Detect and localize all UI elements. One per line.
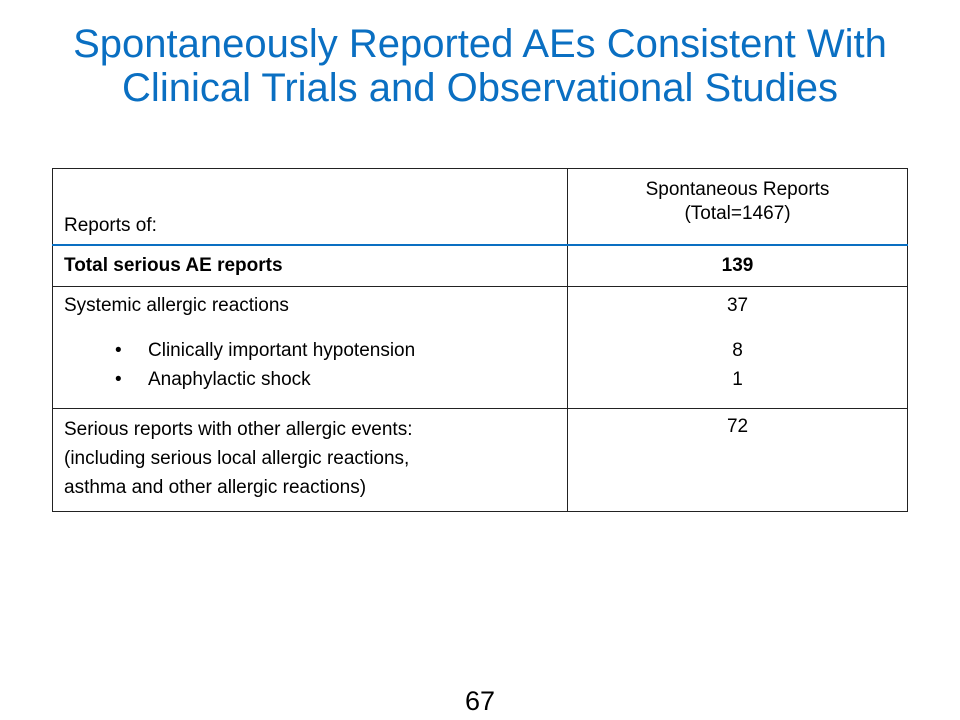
systemic-allergic-cell: Systemic allergic reactions • Clinically…	[51, 286, 569, 409]
anaphylactic-shock-label: Anaphylactic shock	[148, 369, 311, 390]
systemic-allergic-values: 37 8 1	[567, 286, 908, 409]
systemic-sub-list: • Clinically important hypotension • Ana…	[64, 336, 567, 394]
page-number: 67	[464, 686, 496, 716]
bullet-icon: •	[115, 340, 122, 361]
other-allergic-cell: Serious reports with other allergic even…	[51, 408, 569, 512]
slide-title-line-2: Clinical Trials and Observational Studie…	[122, 66, 838, 110]
table-row-other-allergic: Serious reports with other allergic even…	[51, 408, 908, 512]
other-allergic-label-line-1: Serious reports with other allergic even…	[64, 419, 413, 440]
systemic-allergic-label: Systemic allergic reactions	[64, 295, 289, 316]
slide-title: Spontaneously Reported AEs Consistent Wi…	[0, 22, 960, 110]
ae-reports-table: Reports of: Spontaneous Reports (Total=1…	[51, 168, 908, 512]
total-serious-value: 139	[567, 244, 908, 287]
table-row-systemic-allergic: Systemic allergic reactions • Clinically…	[51, 286, 908, 409]
systemic-allergic-value: 37	[726, 295, 749, 316]
header-reports-of: Reports of:	[51, 168, 569, 246]
header-total-label: (Total=1467)	[684, 203, 791, 224]
other-allergic-label-line-2: (including serious local allergic reacti…	[64, 448, 410, 469]
header-spontaneous-reports-label: Spontaneous Reports	[645, 179, 830, 200]
systemic-sub-values: 8 1	[568, 336, 907, 394]
other-allergic-value: 72	[567, 408, 908, 512]
total-serious-label: Total serious AE reports	[51, 244, 569, 287]
header-spontaneous-reports: Spontaneous Reports (Total=1467)	[567, 168, 908, 246]
other-allergic-label-line-3: asthma and other allergic reactions)	[64, 477, 367, 498]
bullet-icon: •	[115, 369, 122, 390]
table-header-row: Reports of: Spontaneous Reports (Total=1…	[51, 168, 908, 246]
hypotension-label: Clinically important hypotension	[148, 340, 416, 361]
anaphylactic-shock-value: 1	[732, 369, 743, 390]
slide-title-line-1: Spontaneously Reported AEs Consistent Wi…	[73, 22, 887, 66]
list-item: • Clinically important hypotension	[64, 336, 567, 365]
hypotension-value: 8	[732, 340, 743, 361]
table-row-total-serious: Total serious AE reports 139	[51, 244, 908, 287]
list-item: • Anaphylactic shock	[64, 365, 567, 394]
header-reports-of-label: Reports of:	[64, 215, 157, 236]
